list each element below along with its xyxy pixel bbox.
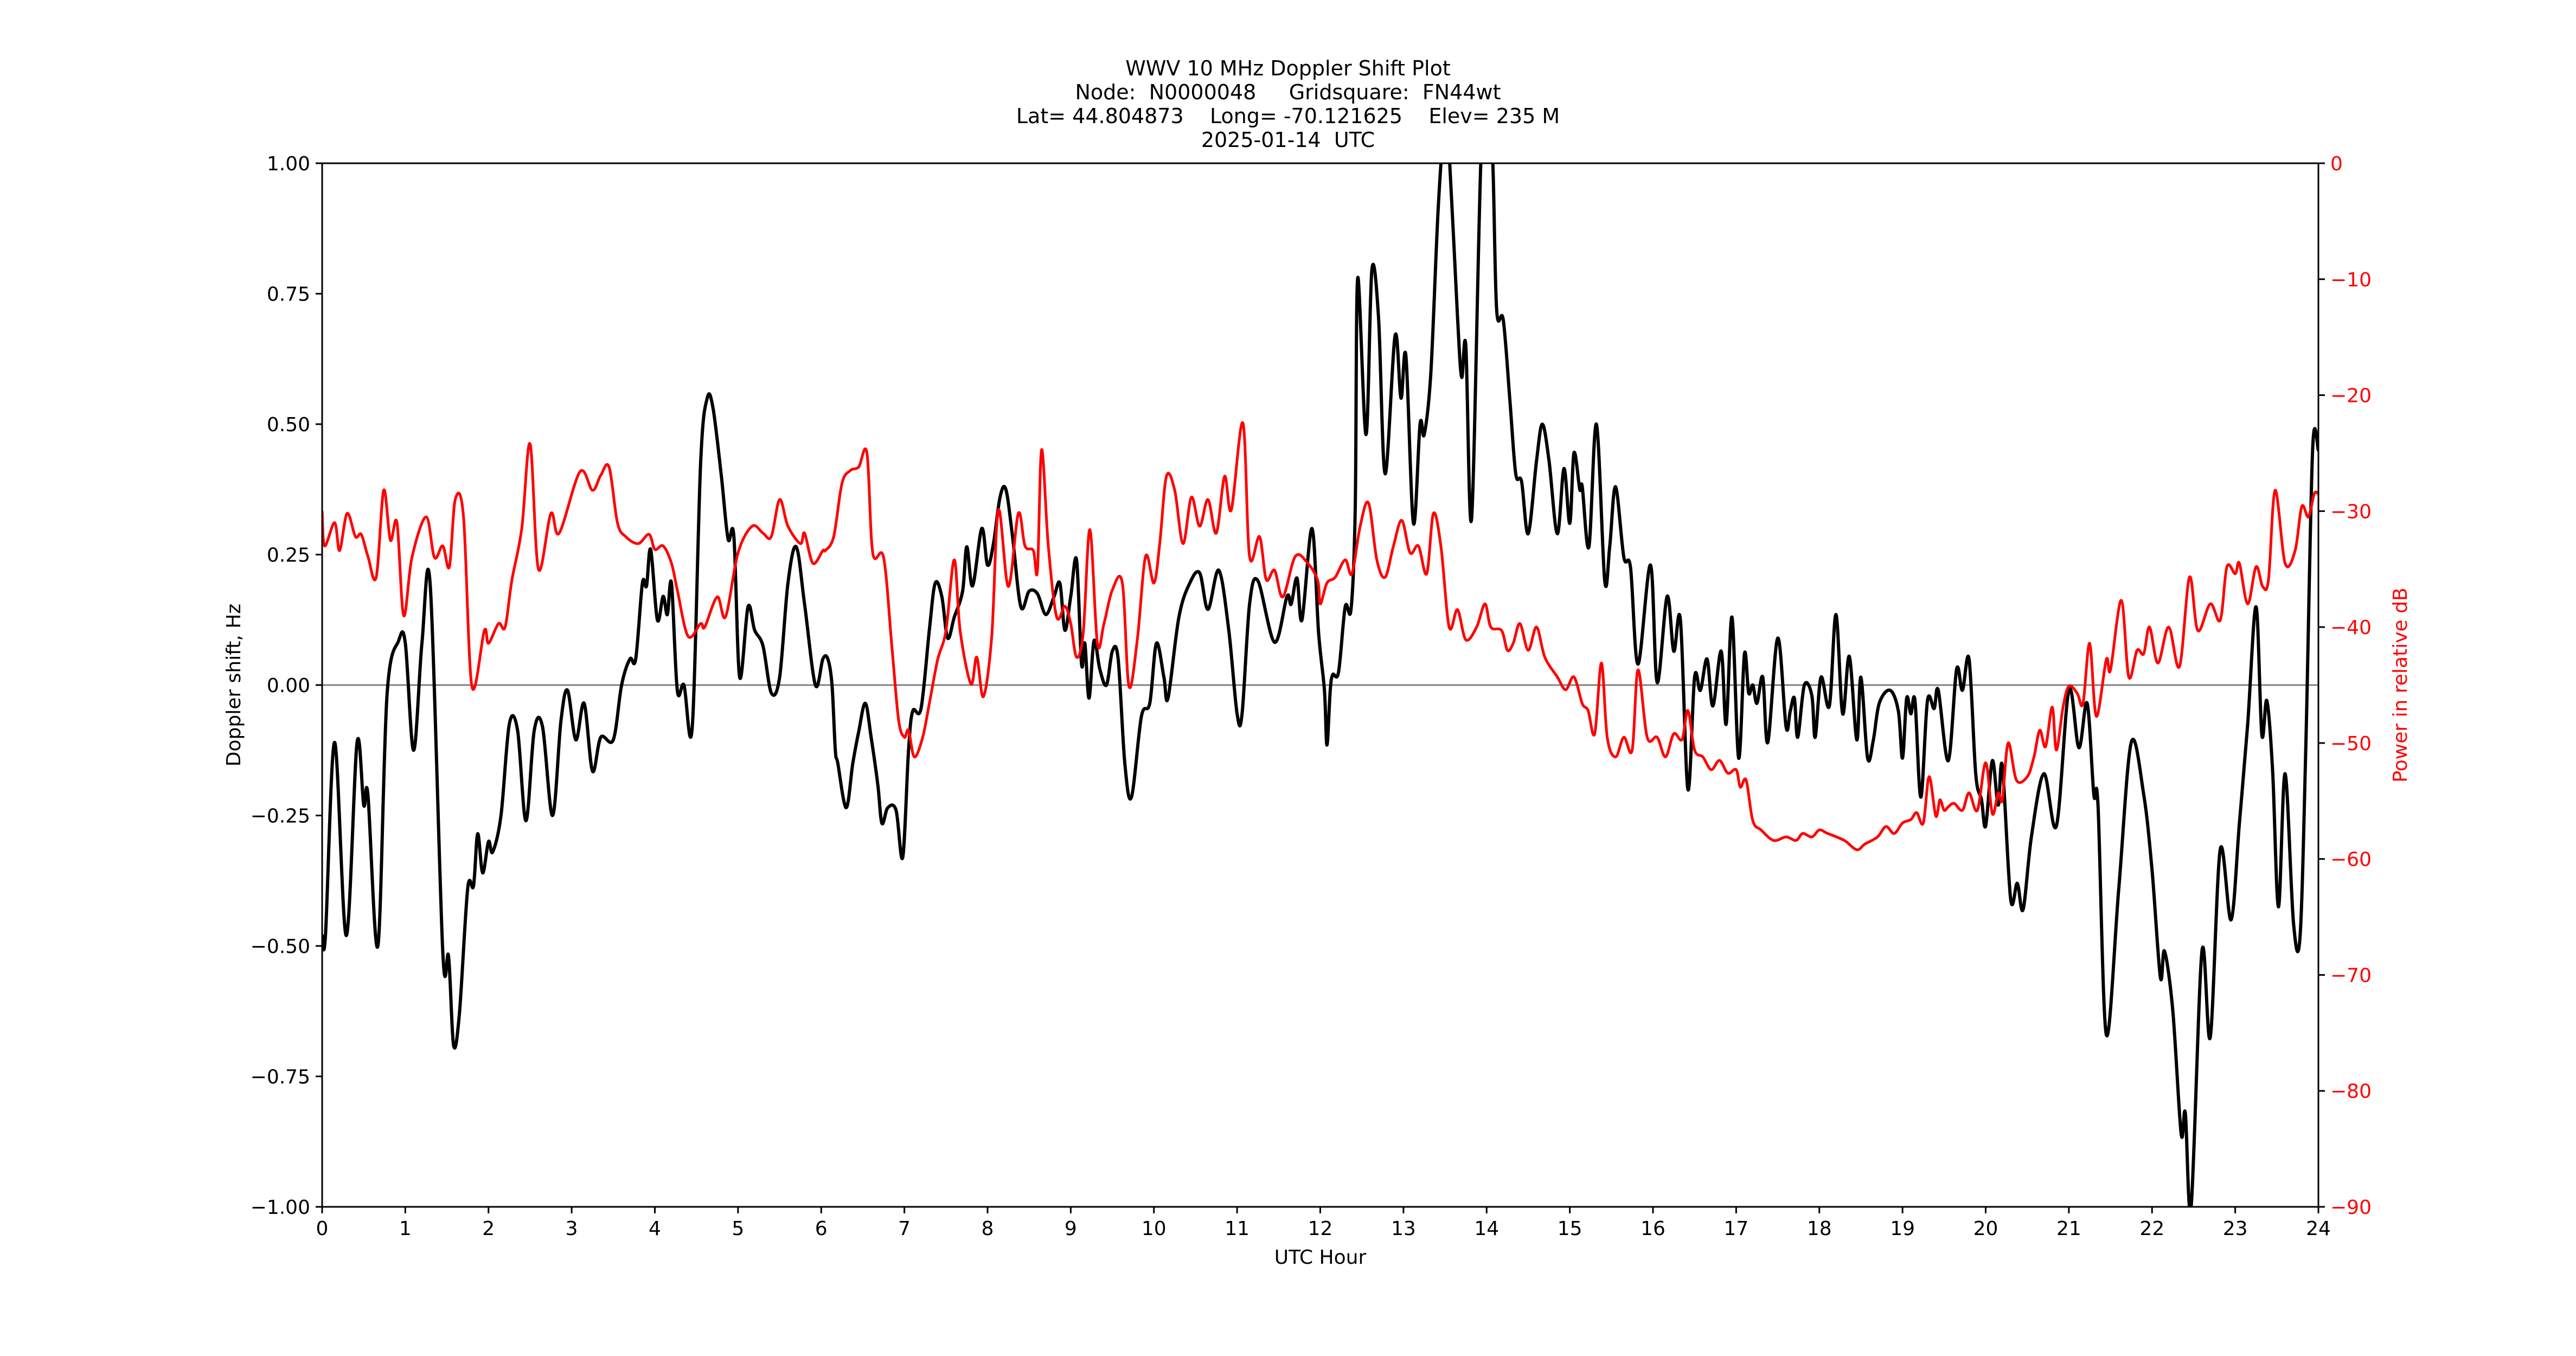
- x-tick-label: 24: [2306, 1218, 2331, 1240]
- y-tick-label: 0.75: [267, 284, 310, 306]
- x-tick-label: 6: [815, 1218, 828, 1240]
- y2-tick-label: −40: [2330, 617, 2372, 639]
- y2-tick-label: −90: [2330, 1197, 2372, 1219]
- x-tick-label: 20: [1973, 1218, 1998, 1240]
- x-axis-label: UTC Hour: [1274, 1246, 1367, 1269]
- y-tick-label: 0.50: [267, 414, 310, 436]
- y-tick-label: −0.25: [251, 805, 310, 828]
- x-tick-label: 13: [1391, 1218, 1416, 1240]
- y-tick-label: 1.00: [267, 153, 310, 175]
- left-y-axis-ticks: 1.00 0.75 0.50 0.25 0.00 −0.25 −0.50 −0.75 −1.00: [251, 153, 322, 1219]
- y-tick-label: 0.00: [267, 675, 310, 697]
- left-y-axis-label: Doppler shift, Hz: [223, 604, 245, 766]
- x-tick-label: 8: [982, 1218, 994, 1240]
- y2-tick-label: −30: [2330, 501, 2372, 523]
- chart-subtitle-node: Node: N0000048 Gridsquare: FN44wt: [1075, 80, 1501, 104]
- chart-subtitle-location: Lat= 44.804873 Long= -70.121625 Elev= 23…: [1016, 104, 1560, 128]
- y-tick-label: −0.50: [251, 936, 310, 958]
- right-y-axis-ticks: 0 −10 −20 −30 −40 −50 −60 −70 −80 −90: [2318, 153, 2372, 1219]
- y2-tick-label: −60: [2330, 849, 2372, 871]
- x-tick-label: 19: [1890, 1218, 1915, 1240]
- x-axis-ticks: 0 1 2 3 4 5 6 7 8 9 10 11 12 13 14 15 16 17 18 19 20 21 22 23 24: [316, 1207, 2331, 1240]
- x-tick-label: 14: [1474, 1218, 1499, 1240]
- x-tick-label: 11: [1225, 1218, 1249, 1240]
- series-layer: [322, 163, 2318, 1207]
- y2-tick-label: −80: [2330, 1080, 2372, 1103]
- x-tick-label: 18: [1807, 1218, 1832, 1240]
- x-tick-label: 16: [1641, 1218, 1665, 1240]
- y2-tick-label: −70: [2330, 964, 2372, 987]
- x-tick-label: 4: [649, 1218, 661, 1240]
- x-tick-label: 0: [316, 1218, 329, 1240]
- chart-subtitle-date: 2025-01-14 UTC: [1201, 128, 1375, 152]
- y-tick-label: −0.75: [251, 1066, 310, 1089]
- x-tick-label: 10: [1142, 1218, 1167, 1240]
- x-tick-label: 3: [566, 1218, 578, 1240]
- x-tick-label: 23: [2223, 1218, 2248, 1240]
- x-tick-label: 1: [399, 1218, 412, 1240]
- y2-tick-label: −20: [2330, 385, 2372, 407]
- x-tick-label: 9: [1065, 1218, 1077, 1240]
- x-tick-label: 22: [2139, 1218, 2164, 1240]
- doppler-series-line: [322, 163, 2318, 1207]
- power-series-line: [322, 421, 2318, 852]
- x-tick-label: 15: [1558, 1218, 1582, 1240]
- x-tick-label: 12: [1308, 1218, 1333, 1240]
- chart-title: WWV 10 MHz Doppler Shift Plot: [1125, 56, 1451, 80]
- right-y-axis-label: Power in relative dB: [2389, 587, 2412, 782]
- y-tick-label: −1.00: [251, 1197, 310, 1219]
- x-tick-label: 21: [2056, 1218, 2081, 1240]
- x-tick-label: 17: [1723, 1218, 1748, 1240]
- y2-tick-label: −50: [2330, 733, 2372, 755]
- x-tick-label: 2: [482, 1218, 495, 1240]
- y-tick-label: 0.25: [267, 545, 310, 567]
- y2-tick-label: −10: [2330, 269, 2372, 291]
- y2-tick-label: 0: [2330, 153, 2343, 175]
- x-tick-label: 5: [732, 1218, 744, 1240]
- x-tick-label: 7: [898, 1218, 911, 1240]
